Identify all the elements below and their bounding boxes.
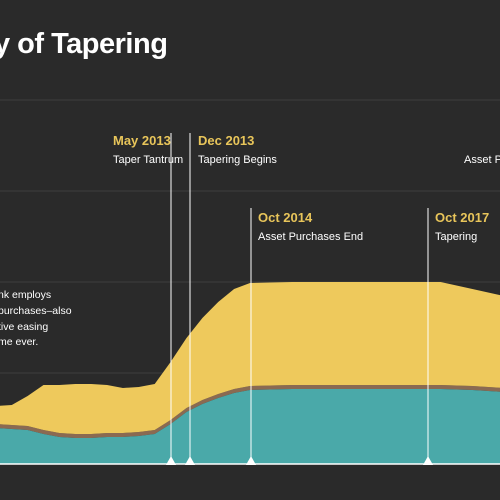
event-label-1: Tapering Begins [198,154,277,166]
event-date-3: Oct 2017 [435,210,489,225]
event-label-0: Taper Tantrum [113,154,183,166]
event-marker-0 [166,456,176,465]
event-marker-3 [423,456,433,465]
brown-band-area [0,385,500,438]
yellow-area [0,282,500,434]
event-label-2: Asset Purchases End [258,231,363,243]
annotation-line-2: purchases–also [0,305,72,317]
event-label-4: Asset Pu [464,154,500,166]
event-date-1: Dec 2013 [198,133,254,148]
event-date-0: May 2013 [113,133,171,148]
annotation-line-1: nk employs [0,289,51,301]
event-date-2: Oct 2014 [258,210,313,225]
event-label-3: Tapering [435,231,477,243]
teal-area [0,389,500,464]
annotation-line-4: me ever. [0,336,38,348]
event-markers: May 2013 Taper Tantrum Dec 2013 Tapering Be… [113,133,500,465]
stacked-areas [0,282,500,464]
annotation-line-3: tive easing [0,321,48,333]
event-marker-1 [185,456,195,465]
event-marker-2 [246,456,256,465]
chart-title: y of Tapering [0,28,168,60]
